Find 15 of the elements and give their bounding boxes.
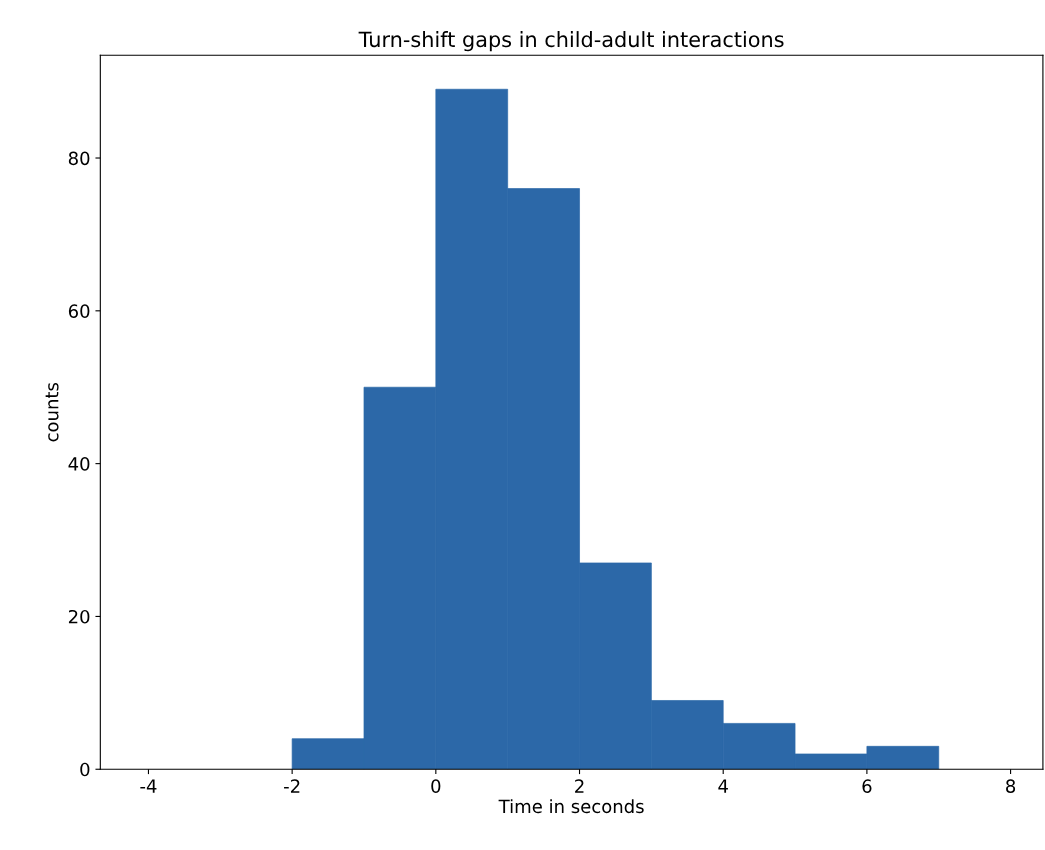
x-tick-label: -4 bbox=[140, 779, 157, 793]
x-tick-label: 4 bbox=[718, 779, 728, 793]
x-tick-label: 8 bbox=[1006, 779, 1016, 793]
y-tick-label: 60 bbox=[68, 304, 90, 318]
y-tick-label: 80 bbox=[68, 151, 90, 166]
x-tick-label: 6 bbox=[862, 779, 872, 793]
y-axis-title: counts bbox=[45, 382, 59, 442]
chart-title: Turn-shift gaps in child-adult interactions bbox=[358, 31, 784, 52]
x-tick-label: 2 bbox=[575, 779, 584, 793]
y-tick-label: 40 bbox=[68, 457, 90, 471]
y-tick-label: 0 bbox=[80, 762, 90, 777]
x-tick-label: -2 bbox=[284, 779, 300, 793]
x-axis-title: Time in seconds bbox=[498, 799, 644, 814]
y-tick-label: 20 bbox=[68, 609, 90, 624]
x-tick-label: 0 bbox=[431, 779, 441, 793]
